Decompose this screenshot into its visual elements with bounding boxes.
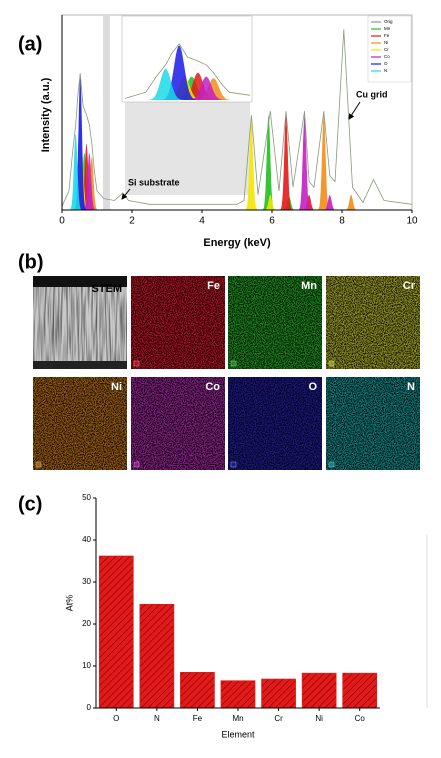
annotation-arrow — [348, 101, 361, 120]
map-texture — [228, 377, 322, 470]
y-axis-label: At% — [64, 595, 74, 612]
x-tick-label: Cr — [274, 714, 283, 723]
inset — [124, 43, 251, 100]
peak — [297, 115, 312, 210]
inset-peak — [144, 68, 187, 100]
map-texture — [131, 377, 225, 470]
peak — [68, 134, 83, 210]
bar — [139, 603, 175, 709]
map-label: STEM — [91, 283, 122, 295]
y-tick-label: 20 — [82, 619, 91, 628]
peaks — [61, 29, 413, 210]
map-swatch — [328, 360, 335, 367]
y-tick-label: 50 — [82, 493, 91, 502]
x-tick-label: Mn — [232, 714, 243, 723]
inset-peak — [192, 78, 235, 100]
y-tick-label: 0 — [87, 703, 92, 712]
bar — [261, 678, 296, 709]
map-top-band — [33, 276, 127, 287]
legend-label: N — [384, 68, 387, 73]
annotation-arrow — [121, 188, 131, 200]
inset-spectrum-line — [124, 43, 251, 99]
legend-label: Orig — [384, 19, 393, 24]
y-tick-label: 30 — [82, 577, 91, 586]
peak — [279, 115, 293, 210]
map-label: Mn — [301, 280, 317, 292]
x-tick-label: 10 — [406, 216, 418, 227]
bar — [301, 672, 337, 709]
map-label: O — [308, 381, 317, 393]
x-tick-label: 2 — [129, 216, 135, 227]
legend-label: Cr — [384, 47, 389, 52]
peak — [82, 153, 97, 210]
x-tick-label: 6 — [269, 216, 275, 227]
x-tick-label: Ni — [315, 714, 323, 723]
peak — [244, 118, 259, 210]
legend-label: Ni — [384, 40, 388, 45]
legend-label: Co — [384, 54, 390, 59]
map-swatch — [133, 360, 140, 367]
legend-label: Fe — [384, 33, 390, 38]
bar-chart: 0 10 20 30 40 50 O N Fe Mn Cr Ni Co — [82, 493, 380, 723]
peak — [302, 194, 317, 210]
legend-label: Mn — [384, 26, 391, 31]
x-tick-label: 4 — [199, 216, 205, 227]
peak — [344, 194, 359, 210]
panel-label: (c) — [18, 493, 42, 515]
shade-region — [125, 100, 250, 195]
peak — [263, 194, 278, 210]
map-texture — [326, 276, 420, 369]
peak — [322, 194, 337, 210]
spectrum-line — [61, 29, 413, 207]
x-tick-label: 8 — [339, 216, 345, 227]
map-label: Cr — [403, 280, 416, 292]
panel-label: (a) — [18, 33, 42, 55]
map-swatch — [35, 461, 42, 468]
axes: Orig Mn Fe Ni Cr Co ON 0 2 4 6 8 10 — [59, 15, 418, 227]
x-axis-label: Energy (keV) — [203, 237, 271, 249]
peak — [316, 115, 331, 210]
shade-strip — [103, 15, 110, 210]
x-tick-label: Co — [355, 714, 366, 723]
peak — [73, 77, 88, 210]
inset-peak — [177, 72, 219, 100]
peak — [79, 143, 94, 210]
annotation: Cu grid — [356, 89, 388, 99]
inset-peak — [158, 45, 200, 100]
map-texture — [131, 276, 225, 369]
legend-label: O — [384, 61, 388, 66]
map-swatch — [230, 461, 237, 468]
map-label: Ni — [111, 381, 122, 393]
y-tick-label: 40 — [82, 535, 91, 544]
bar — [342, 672, 378, 709]
map-scale-bar — [33, 361, 127, 369]
map-texture — [33, 276, 127, 369]
map-texture — [326, 377, 420, 470]
map-label: Co — [205, 381, 220, 393]
map-texture — [33, 377, 127, 470]
map-swatch — [230, 360, 237, 367]
bar — [180, 671, 215, 709]
bar — [98, 555, 134, 709]
map-label: Fe — [207, 280, 220, 292]
inset-peak — [185, 76, 228, 100]
peak — [84, 156, 99, 210]
y-axis-label: Intensity (a.u.) — [40, 77, 52, 152]
y-tick-label: 10 — [82, 661, 91, 670]
map-texture — [228, 276, 322, 369]
map-swatch — [328, 461, 335, 468]
x-tick-label: Fe — [193, 714, 203, 723]
x-tick-label: O — [113, 714, 119, 723]
x-tick-label: N — [154, 714, 160, 723]
peak — [261, 115, 276, 210]
annotation: Si substrate — [128, 177, 180, 187]
panel-label: (b) — [18, 251, 44, 273]
x-tick-label: 0 — [59, 216, 65, 227]
x-axis-label: Element — [221, 729, 255, 739]
map-swatch — [133, 461, 140, 468]
map-label: N — [407, 381, 415, 393]
element-maps: STEM Fe Mn Cr Ni Co O N — [33, 276, 420, 470]
bar — [220, 680, 256, 709]
